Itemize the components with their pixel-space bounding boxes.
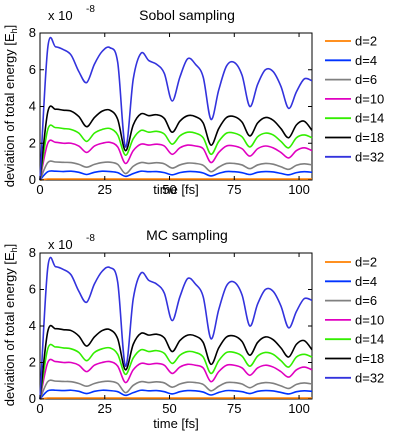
legend-label: d=6 bbox=[355, 293, 377, 308]
y-axis-label: deviation of total energy [Eh] bbox=[2, 244, 19, 407]
axes-frame bbox=[39, 252, 313, 400]
x-tick-label: 0 bbox=[36, 401, 43, 416]
series-line-d18 bbox=[39, 324, 313, 400]
y-tick-label: 0 bbox=[29, 172, 36, 187]
y-axis-label-sub: h bbox=[9, 247, 19, 252]
series-line-d4 bbox=[39, 389, 313, 400]
x-axis-label: time [fs] bbox=[153, 182, 199, 197]
y-tick-label: 8 bbox=[29, 25, 36, 40]
y-tick-label: 6 bbox=[29, 282, 36, 297]
chart-title: MC sampling bbox=[146, 227, 228, 243]
series-line-d6 bbox=[39, 160, 313, 181]
y-ticks: 0 2 4 6 8 bbox=[29, 25, 312, 187]
y-tick-label: 4 bbox=[29, 99, 36, 114]
series-line-d10 bbox=[39, 139, 313, 181]
y-axis-label-main: deviation of total energy [E bbox=[2, 33, 17, 187]
chart-title: Sobol sampling bbox=[139, 7, 235, 23]
series-layer bbox=[39, 256, 313, 400]
legend-label: d=4 bbox=[355, 274, 377, 289]
legend: d=2 d=4 d=6 d=10 d=14 d=18 d=32 bbox=[325, 255, 384, 385]
y-multiplier: x 10 -8 bbox=[48, 4, 95, 23]
legend-label: d=14 bbox=[355, 332, 384, 347]
legend-label: d=4 bbox=[355, 53, 377, 68]
y-tick-label: 6 bbox=[29, 62, 36, 77]
x-tick-label: 25 bbox=[98, 401, 112, 416]
series-line-d4 bbox=[39, 170, 313, 181]
legend-label: d=10 bbox=[355, 91, 384, 106]
y-axis-label-main: deviation of total energy [E bbox=[2, 252, 17, 406]
x-tick-label: 50 bbox=[162, 182, 176, 197]
x-ticks: 0 25 50 75 100 bbox=[36, 33, 310, 197]
y-tick-label: 8 bbox=[29, 245, 36, 260]
x-tick-label: 0 bbox=[36, 182, 43, 197]
series-line-d2 bbox=[39, 178, 312, 181]
series-layer bbox=[39, 36, 313, 181]
y-multiplier-exponent: -8 bbox=[86, 4, 95, 15]
plot-area: 0 2 4 6 8 0 25 50 75 100 bbox=[29, 25, 313, 197]
series-line-d2 bbox=[39, 397, 312, 400]
y-tick-label: 0 bbox=[29, 391, 36, 406]
y-tick-label: 2 bbox=[29, 135, 36, 150]
y-tick-label: 4 bbox=[29, 318, 36, 333]
panel-mc: MC sampling x 10 -8 0 2 4 6 8 0 25 50 75 100 tim… bbox=[2, 227, 384, 431]
x-tick-label: 25 bbox=[98, 182, 112, 197]
x-tick-label: 75 bbox=[227, 182, 241, 197]
legend-label: d=2 bbox=[355, 34, 377, 49]
y-axis-label: deviation of total energy [Eh] bbox=[2, 25, 19, 188]
x-tick-label: 100 bbox=[288, 182, 310, 197]
legend-label: d=6 bbox=[355, 72, 377, 87]
legend-label: d=2 bbox=[355, 255, 377, 270]
legend-label: d=14 bbox=[355, 111, 384, 126]
y-tick-label: 2 bbox=[29, 355, 36, 370]
y-multiplier-base: x 10 bbox=[48, 8, 73, 23]
x-tick-label: 75 bbox=[227, 401, 241, 416]
axes-frame bbox=[39, 32, 313, 181]
legend-label: d=18 bbox=[355, 351, 384, 366]
y-multiplier-base: x 10 bbox=[48, 237, 73, 252]
series-line-d14 bbox=[39, 124, 313, 181]
legend-label: d=10 bbox=[355, 312, 384, 327]
series-line-d6 bbox=[39, 379, 313, 400]
series-line-d18 bbox=[39, 105, 313, 181]
legend-label: d=18 bbox=[355, 130, 384, 145]
plot-area: 0 2 4 6 8 0 25 50 75 100 bbox=[29, 245, 313, 416]
x-tick-label: 100 bbox=[288, 401, 310, 416]
series-line-d32 bbox=[39, 36, 313, 181]
series-line-d32 bbox=[39, 256, 313, 400]
series-line-d14 bbox=[39, 343, 313, 400]
x-axis-label: time [fs] bbox=[153, 416, 199, 431]
x-ticks: 0 25 50 75 100 bbox=[36, 253, 310, 416]
y-axis-label-sub: h bbox=[9, 28, 19, 33]
y-ticks: 0 2 4 6 8 bbox=[29, 245, 312, 406]
legend-label: d=32 bbox=[355, 370, 384, 385]
series-line-d10 bbox=[39, 358, 313, 400]
legend-label: d=32 bbox=[355, 149, 384, 164]
y-multiplier: x 10 -8 bbox=[48, 233, 95, 252]
legend: d=2 d=4 d=6 d=10 d=14 d=18 d=32 bbox=[325, 34, 384, 164]
y-multiplier-exponent: -8 bbox=[86, 233, 95, 244]
x-tick-label: 50 bbox=[162, 401, 176, 416]
y-axis-label-end: ] bbox=[2, 244, 17, 248]
y-axis-label-end: ] bbox=[2, 25, 17, 29]
